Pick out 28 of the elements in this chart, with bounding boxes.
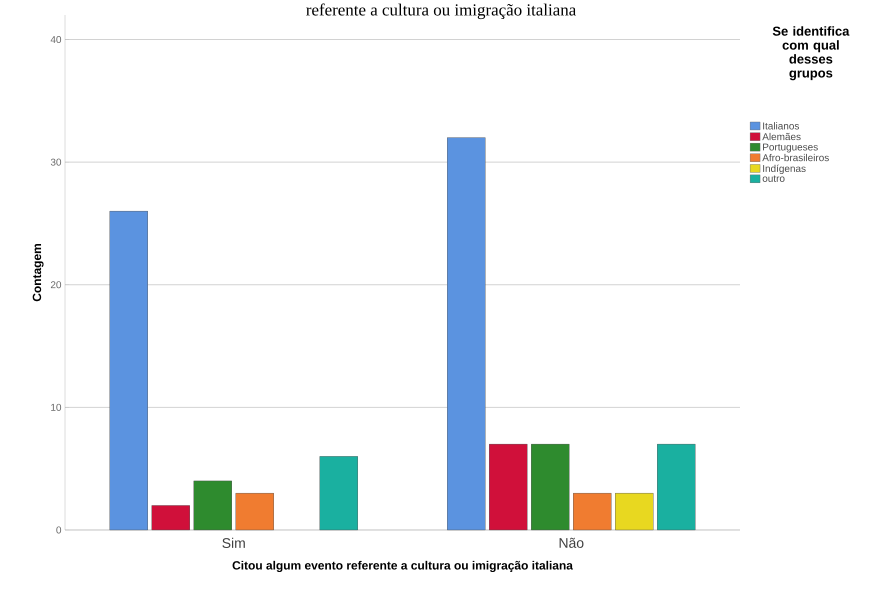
y-tick-label: 0 (56, 526, 62, 534)
legend-label: Indígenas (763, 164, 806, 174)
y-tick-label: 20 (50, 281, 62, 288)
x-axis-title: Citou algum evento referente a cultura ou imigração italiana (232, 560, 573, 572)
bar (320, 456, 358, 530)
legend-label: Italianos (763, 122, 799, 130)
bar (489, 444, 528, 530)
legend-label: Portugueses (763, 144, 818, 152)
chart-title: referente a cultura ou imigração italiana (306, 4, 576, 20)
bar (531, 444, 570, 530)
bar (573, 493, 612, 530)
bar (152, 505, 190, 530)
bar (447, 137, 486, 530)
legend-label: Afro-brasileiros (762, 154, 829, 162)
y-tick-label: 40 (50, 36, 62, 44)
x-tick-label: Sim (222, 538, 245, 548)
legend-label: outro (762, 175, 785, 182)
bar (657, 444, 696, 530)
bar (236, 493, 274, 530)
y-tick-label: 30 (50, 158, 62, 166)
bar (194, 480, 232, 530)
bar (110, 210, 148, 530)
x-tick-label: Não (560, 538, 584, 548)
bar (615, 493, 654, 530)
legend-title: Se identifica com qual desses grupos (772, 26, 850, 80)
y-tick-label: 10 (51, 404, 62, 411)
legend-label: Alemães (762, 132, 801, 140)
y-axis-title: Contagem (32, 244, 44, 302)
